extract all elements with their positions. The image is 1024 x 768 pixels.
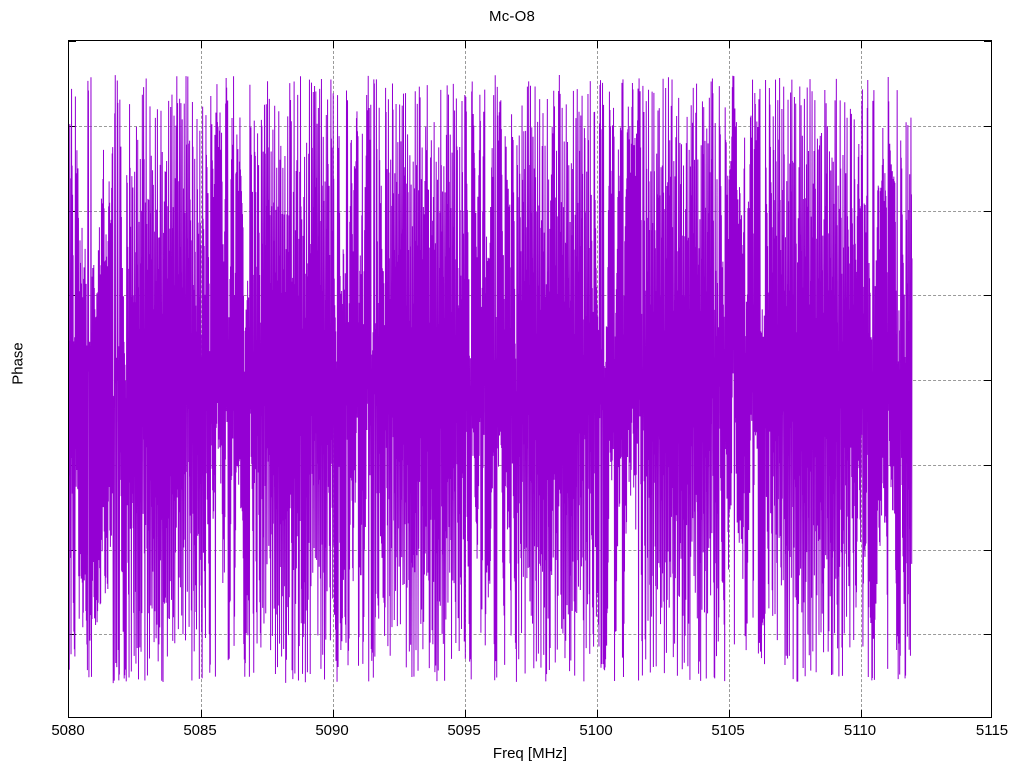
x-tick-mark bbox=[333, 41, 334, 48]
y-tick-mark bbox=[69, 41, 76, 42]
y-tick-mark bbox=[984, 210, 991, 212]
x-tick-label: 5110 bbox=[843, 722, 877, 739]
y-tick-mark bbox=[984, 634, 991, 636]
y-tick-mark bbox=[984, 295, 991, 297]
y-axis-title: Phase bbox=[9, 342, 27, 385]
x-tick-label: 5080 bbox=[51, 722, 85, 739]
x-tick-mark bbox=[729, 710, 730, 717]
x-axis-title: Freq [MHz] bbox=[492, 745, 568, 762]
x-tick-label: 5090 bbox=[315, 722, 349, 739]
page-title: Mc-O8 bbox=[489, 8, 535, 25]
x-tick-mark bbox=[597, 41, 598, 48]
plot-area bbox=[68, 40, 992, 718]
y-tick-mark bbox=[984, 549, 991, 551]
y-tick-mark bbox=[984, 464, 991, 466]
x-tick-mark bbox=[333, 710, 334, 717]
y-tick-mark bbox=[69, 125, 76, 127]
x-tick-label: 5095 bbox=[447, 722, 481, 739]
x-tick-mark bbox=[861, 710, 862, 717]
y-tick-mark bbox=[69, 634, 76, 636]
x-tick-label: 5100 bbox=[579, 722, 613, 739]
x-tick-mark bbox=[201, 710, 202, 717]
x-tick-label: 5115 bbox=[975, 722, 1009, 739]
y-tick-mark bbox=[984, 41, 991, 42]
x-tick-mark bbox=[861, 41, 862, 48]
x-tick-mark bbox=[597, 710, 598, 717]
y-tick-mark bbox=[984, 380, 991, 381]
x-tick-mark bbox=[465, 710, 466, 717]
x-tick-mark bbox=[201, 41, 202, 48]
phase-data-trace bbox=[69, 41, 991, 717]
x-tick-label: 5085 bbox=[183, 722, 217, 739]
x-tick-label: 5105 bbox=[711, 722, 745, 739]
x-tick-mark bbox=[729, 41, 730, 48]
x-tick-mark bbox=[465, 41, 466, 48]
y-tick-mark bbox=[984, 125, 991, 127]
x-axis-tick-labels: 5080 5085 5090 5095 5100 5105 5110 5115 bbox=[0, 723, 1024, 743]
gridline-horizontal bbox=[69, 634, 991, 636]
